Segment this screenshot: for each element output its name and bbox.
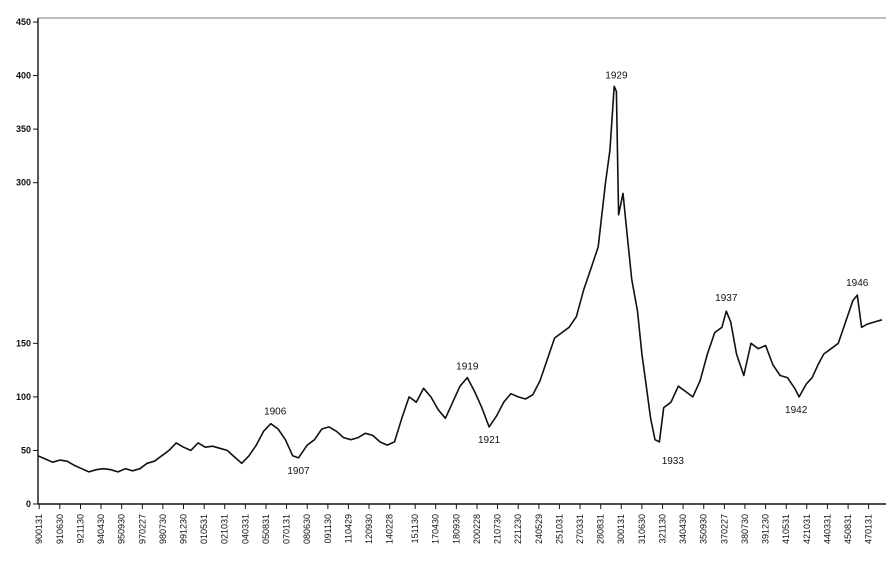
x-tick-label: 180930 <box>451 514 461 544</box>
x-tick-label: 940430 <box>96 514 106 544</box>
x-tick-label: 021031 <box>220 514 230 544</box>
x-tick-label: 440331 <box>822 514 832 544</box>
x-tick-label: 120930 <box>364 514 374 544</box>
annotation-label: 1907 <box>287 466 310 477</box>
x-tick-label: 251031 <box>554 514 564 544</box>
x-tick-label: 300131 <box>616 514 626 544</box>
x-tick-label: 010531 <box>199 514 209 544</box>
x-tick-label: 970227 <box>137 514 147 544</box>
x-tick-label: 200228 <box>472 514 482 544</box>
annotation-label: 1921 <box>478 435 501 446</box>
annotation-label: 1942 <box>785 405 808 416</box>
x-tick-label: 340430 <box>678 514 688 544</box>
y-tick-label: 350 <box>16 124 31 134</box>
x-tick-label: 080630 <box>302 514 312 544</box>
x-tick-label: 950930 <box>117 514 127 544</box>
x-tick-label: 221230 <box>513 514 523 544</box>
x-tick-label: 900131 <box>34 514 44 544</box>
annotation-label: 1933 <box>662 456 685 467</box>
x-tick-label: 280831 <box>596 514 606 544</box>
x-tick-label: 410531 <box>781 514 791 544</box>
x-tick-label: 470131 <box>864 514 874 544</box>
x-tick-label: 270331 <box>575 514 585 544</box>
annotation-label: 1929 <box>605 70 628 81</box>
y-tick-label: 300 <box>16 178 31 188</box>
x-tick-label: 170430 <box>431 514 441 544</box>
x-tick-label: 980730 <box>158 514 168 544</box>
annotation-label: 1946 <box>846 278 869 289</box>
x-tick-label: 350930 <box>699 514 709 544</box>
x-tick-label: 991230 <box>179 514 189 544</box>
annotation-label: 1906 <box>264 407 287 418</box>
x-tick-label: 370227 <box>719 514 729 544</box>
x-tick-label: 321130 <box>658 514 668 543</box>
x-tick-label: 140228 <box>385 514 395 544</box>
x-tick-label: 240529 <box>534 514 544 544</box>
x-tick-label: 910630 <box>55 514 65 544</box>
x-tick-label: 070131 <box>282 514 292 544</box>
y-tick-label: 400 <box>16 71 31 81</box>
y-tick-label: 450 <box>16 17 31 27</box>
y-tick-label: 100 <box>16 392 31 402</box>
y-axis-ticks: 0 50 100 150 300 350 400 450 <box>16 17 38 509</box>
x-tick-label: 210730 <box>493 514 503 544</box>
x-tick-label: 091130 <box>323 514 333 543</box>
annotation-label: 1919 <box>456 362 479 373</box>
x-tick-label: 110429 <box>343 514 353 543</box>
x-tick-label: 450831 <box>843 514 853 544</box>
x-tick-label: 380730 <box>740 514 750 544</box>
x-tick-label: 310630 <box>637 514 647 544</box>
series-line <box>37 85 883 473</box>
x-tick-label: 421031 <box>802 514 812 544</box>
annotations: 1906 1907 1919 1921 1929 1933 1937 1942 1946 <box>264 70 869 477</box>
x-tick-label: 921130 <box>75 514 85 543</box>
x-tick-label: 151130 <box>410 514 420 543</box>
annotation-label: 1937 <box>715 293 738 304</box>
y-tick-label: 0 <box>26 499 31 509</box>
series-group <box>37 85 883 473</box>
x-tick-label: 391230 <box>761 514 771 544</box>
x-axis-ticks: 900131 910630 921130 940430 950930 970227 9807… <box>34 504 874 544</box>
x-tick-label: 050831 <box>261 514 271 544</box>
x-tick-label: 040331 <box>240 514 250 544</box>
y-tick-label: 150 <box>16 338 31 348</box>
y-tick-label: 50 <box>21 445 31 455</box>
